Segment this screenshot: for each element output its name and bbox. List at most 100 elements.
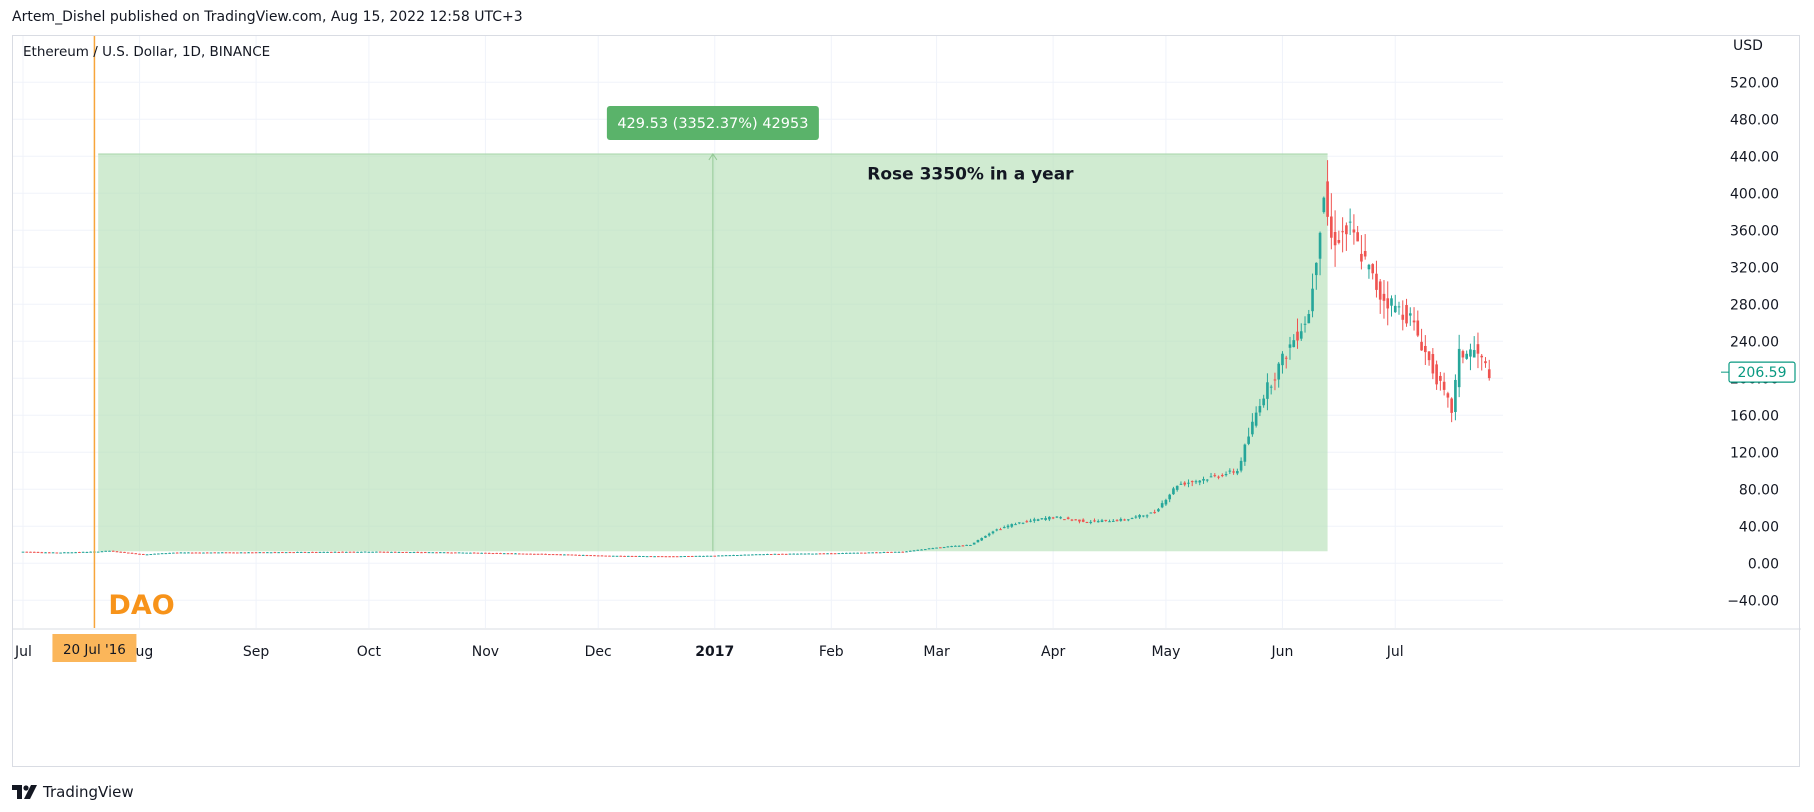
candle-body — [1048, 516, 1051, 520]
candle-body — [720, 555, 724, 557]
candle-body — [698, 555, 702, 557]
candle-body — [1288, 344, 1292, 348]
candle-body — [1096, 521, 1100, 523]
candle-body — [792, 553, 796, 555]
candle-body — [164, 553, 168, 555]
candle-body — [1303, 323, 1307, 325]
price-range-annotation[interactable]: 429.53 (3352.37%) 42953 Rose 3350% in a y… — [98, 105, 1328, 552]
candle-body — [375, 551, 378, 553]
candle-body — [1363, 251, 1367, 257]
candle-body — [920, 549, 923, 551]
dao-date-badge[interactable] — [52, 634, 137, 662]
candle-body — [781, 553, 784, 555]
candle-body — [145, 554, 149, 556]
candle-body — [1111, 520, 1115, 522]
candle-body — [1292, 340, 1296, 348]
candle-body — [608, 555, 611, 557]
candle-body — [517, 553, 521, 555]
candle-body — [897, 551, 901, 553]
candle-body — [1232, 471, 1235, 473]
dao-annotation[interactable]: DAO — [93, 36, 175, 628]
candle-body — [1487, 369, 1491, 379]
candle-body — [1127, 519, 1130, 521]
candle-body — [777, 553, 780, 555]
candle-body — [923, 549, 927, 551]
candle-body — [296, 551, 299, 553]
candle-body — [946, 546, 950, 548]
candle-body — [908, 550, 912, 552]
candle-body — [615, 555, 619, 557]
candle-body — [108, 550, 111, 552]
candle-body — [55, 552, 59, 554]
candle-body — [175, 552, 179, 554]
dao-date-label: 20 Jul '16 — [63, 642, 126, 658]
candle-body — [773, 553, 777, 555]
candle-body — [645, 556, 649, 558]
price-tick-label: 160.00 — [1730, 408, 1779, 424]
footer[interactable]: TradingView — [12, 781, 134, 803]
candle-body — [1258, 406, 1262, 413]
last-price-tag[interactable] — [1728, 361, 1796, 383]
candle-body — [59, 552, 62, 554]
candle-body — [329, 551, 333, 553]
candle-body — [1277, 363, 1281, 380]
candle-body — [408, 552, 412, 554]
candle-body — [1036, 519, 1040, 521]
candle-body — [100, 551, 104, 553]
candle-body — [634, 555, 638, 557]
candle-body — [502, 553, 506, 555]
time-axis[interactable]: Jul Aug Sep Oct Nov Dec 2017 Feb Mar Apr May Jun Jul… — [14, 634, 1404, 662]
candle-body — [664, 556, 668, 558]
candle-body — [672, 556, 675, 558]
candle-body — [96, 551, 100, 553]
price-chart[interactable]: 429.53 (3352.37%) 42953 Rose 3350% in a y… — [13, 36, 1801, 768]
candle-body — [254, 552, 258, 554]
candle-body — [262, 552, 265, 554]
candle-body — [803, 553, 807, 555]
candle-body — [1115, 520, 1119, 522]
candle-body — [679, 556, 683, 558]
candle-body — [1427, 351, 1431, 361]
candle-body — [1153, 512, 1156, 514]
candle-body — [1416, 320, 1420, 336]
candle-body — [514, 553, 517, 555]
candle-body — [1134, 516, 1138, 518]
candle-body — [814, 553, 818, 555]
candle-body — [683, 556, 687, 558]
candle-body — [1465, 353, 1468, 359]
candle-body — [604, 555, 608, 557]
candle-body — [153, 553, 156, 555]
candle-body — [352, 551, 356, 553]
last-price-value: 206.59 — [1738, 365, 1787, 381]
chart-frame[interactable]: 429.53 (3352.37%) 42953 Rose 3350% in a y… — [12, 35, 1801, 768]
candle-body — [258, 552, 262, 554]
candle-body — [1243, 444, 1247, 462]
candle-body — [1397, 306, 1401, 308]
candle-body — [1375, 273, 1378, 290]
candle-body — [999, 529, 1002, 531]
candle-body — [48, 552, 51, 554]
candle-body — [954, 545, 957, 547]
candle-body — [1172, 488, 1175, 495]
candle-body — [74, 552, 77, 554]
candle-body — [168, 552, 171, 554]
candle-body — [754, 554, 758, 556]
price-range-label-box[interactable] — [606, 105, 819, 140]
candle-body — [322, 551, 326, 553]
candle-body — [1472, 350, 1476, 358]
candle-body — [762, 554, 765, 556]
candle-body — [1145, 515, 1149, 517]
candle-body — [585, 555, 589, 557]
candle-body — [1476, 344, 1480, 354]
candle-body — [668, 556, 671, 558]
candle-body — [521, 553, 525, 555]
price-axis[interactable]: USD 520.00 480.00 440.00 400.00 360.00 320.00 2… — [1721, 38, 1796, 609]
candle-body — [273, 552, 277, 554]
candle-body — [386, 551, 389, 553]
note-rose[interactable]: Rose 3350% in a year — [867, 164, 1074, 184]
candle-body — [157, 553, 160, 555]
candle-body — [1333, 232, 1337, 246]
candle-body — [1457, 348, 1461, 388]
candle-body — [890, 551, 893, 553]
candle-body — [149, 554, 153, 556]
